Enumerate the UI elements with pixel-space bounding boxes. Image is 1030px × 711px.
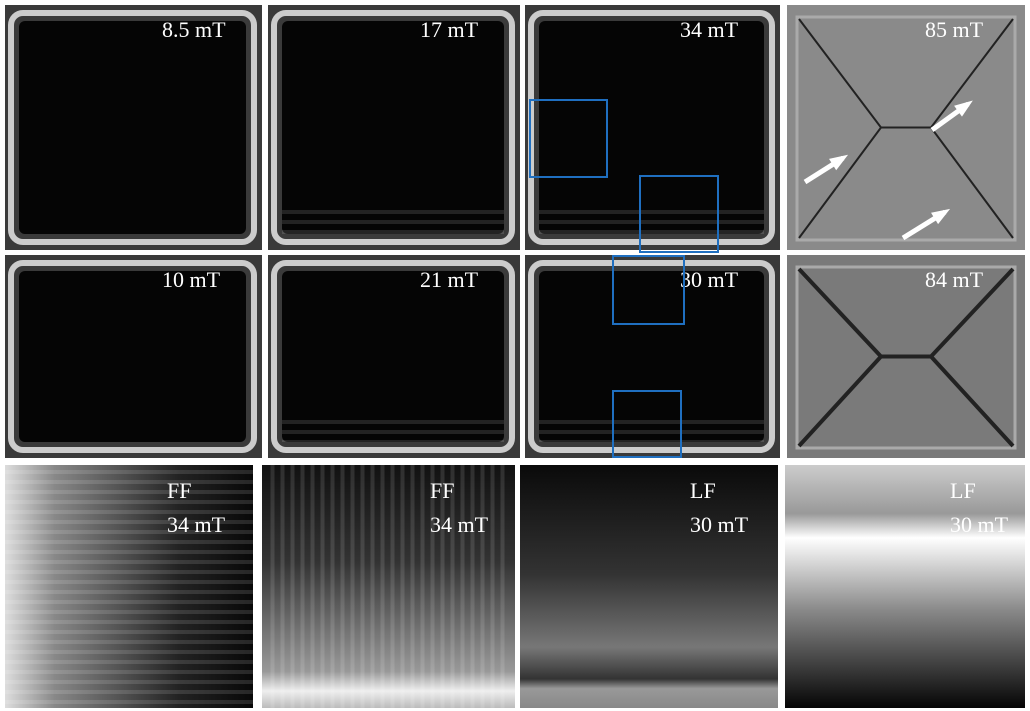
zoom-panel: FF 34 mT	[5, 465, 253, 708]
zoom-texture	[267, 460, 510, 711]
flux-front	[282, 210, 504, 234]
image-panel: 85 mT	[787, 5, 1025, 250]
zoom-field: 34 mT	[430, 512, 489, 537]
image-panel: 21 mT	[268, 255, 520, 458]
image-panel: 17 mT	[268, 5, 520, 250]
sample-dark	[539, 271, 764, 442]
image-panel: 8.5 mT	[5, 5, 262, 250]
zoom-image	[785, 465, 1025, 708]
field-label: 34 mT	[680, 17, 739, 42]
zoom-mode: FF	[430, 478, 454, 503]
field-label: 17 mT	[420, 17, 479, 42]
sample-dark	[19, 271, 246, 442]
zoom-field: 30 mT	[950, 512, 1009, 537]
sample-dark	[282, 271, 504, 442]
zoom-field: 30 mT	[690, 512, 749, 537]
image-panel: 84 mT	[787, 255, 1025, 458]
zoom-mode: FF	[167, 478, 191, 503]
sample-dark	[19, 21, 246, 234]
field-label: 10 mT	[162, 267, 221, 292]
zoom-field: 34 mT	[167, 512, 226, 537]
zoom-panel: LF 30 mT	[520, 465, 778, 708]
field-label: 21 mT	[420, 267, 479, 292]
zoom-texture	[5, 465, 253, 708]
figure: 8.5 mT 17 mT 34 mT 85 mT 10 mT 21 mT 30 mT 84 m…	[0, 0, 1030, 711]
sample-dark	[282, 21, 504, 234]
flux-front	[282, 418, 504, 442]
image-panel: 30 mT	[525, 255, 780, 458]
field-label: 85 mT	[925, 17, 984, 42]
flux-front	[539, 418, 764, 442]
zoom-mode: LF	[950, 478, 976, 503]
zoom-panel: LF 30 mT	[785, 465, 1025, 708]
sample-dark	[539, 21, 764, 234]
image-panel: 34 mT	[525, 5, 780, 250]
field-label: 30 mT	[680, 267, 739, 292]
image-panel: 10 mT	[5, 255, 262, 458]
field-label: 84 mT	[925, 267, 984, 292]
flux-front	[539, 210, 764, 234]
zoom-mode: LF	[690, 478, 716, 503]
field-label: 8.5 mT	[162, 17, 226, 42]
zoom-image	[520, 465, 778, 708]
zoom-panel: FF 34 mT	[262, 460, 515, 711]
